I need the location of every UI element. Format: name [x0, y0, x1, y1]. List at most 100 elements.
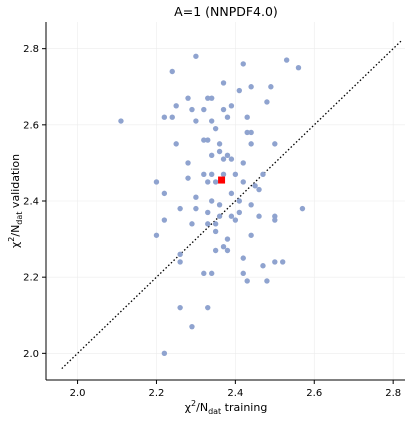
ticks: 2.0 2.2 2.4 2.6 2.8 2.0 2.2 2.4 2.6 2.8: [23, 44, 401, 399]
replica-point: [228, 213, 235, 219]
replica-point: [224, 247, 231, 254]
x-tick-label: 2.2: [149, 388, 165, 399]
replica-point: [224, 236, 231, 242]
replica-point: [189, 323, 195, 330]
replica-point: [228, 103, 235, 109]
replica-point: [216, 141, 223, 147]
replica-point: [280, 259, 286, 265]
replica-point: [208, 152, 215, 158]
replica-point: [224, 114, 231, 120]
y-axis-label-sub: dat: [15, 212, 24, 225]
replica-point: [268, 84, 274, 90]
replica-point: [220, 244, 227, 250]
replica-point: [220, 171, 227, 178]
replica-point: [248, 232, 254, 238]
replica-point: [173, 141, 179, 147]
central-value-marker: [218, 176, 226, 184]
y-tick-label: 2.6: [23, 120, 39, 131]
replica-point: [153, 232, 160, 238]
replica-point: [205, 179, 211, 185]
y-axis-label-sup: 2: [7, 237, 16, 242]
y-tick-label: 2.0: [23, 349, 39, 360]
replica-point: [256, 186, 262, 193]
replica-point: [161, 114, 168, 120]
replica-point: [236, 87, 243, 94]
replica-point: [201, 171, 207, 178]
x-axis-label: χ2/Ndat training: [185, 399, 268, 416]
replica-point: [256, 213, 262, 219]
y-tick-label: 2.8: [23, 44, 39, 55]
replica-point: [208, 270, 215, 277]
replica-point: [205, 304, 211, 311]
replica-point: [272, 213, 278, 219]
replica-point: [208, 198, 215, 204]
y-axis-label-mid: /N: [9, 225, 22, 237]
replica-point: [177, 259, 183, 265]
diagonal-reference-line: [61, 40, 402, 370]
replica-point: [240, 179, 246, 185]
replica-point: [240, 270, 246, 277]
replica-point: [205, 221, 211, 227]
x-axis-label-suffix: training: [221, 401, 267, 414]
replica-point: [248, 141, 254, 147]
replica-point: [189, 106, 195, 113]
x-tick-label: 2.6: [306, 388, 322, 399]
replica-point: [244, 278, 250, 284]
replica-point: [212, 179, 219, 185]
replica-point: [236, 209, 243, 216]
replica-point: [220, 80, 227, 86]
replica-point: [236, 198, 243, 204]
replica-point: [248, 129, 254, 136]
replica-point: [193, 118, 199, 124]
replica-point: [240, 255, 246, 261]
x-tick-label: 2.4: [227, 388, 243, 399]
replica-point: [248, 84, 254, 90]
replica-point: [201, 106, 207, 113]
replica-point: [216, 202, 223, 208]
replica-point: [212, 247, 219, 254]
replica-point: [161, 217, 168, 223]
replica-point: [240, 61, 246, 67]
y-axis-label: χ2/Ndat validation: [7, 154, 24, 248]
replica-point: [169, 68, 175, 75]
y-tick-label: 2.4: [23, 197, 39, 208]
replica-point: [177, 251, 183, 258]
replica-point: [260, 263, 266, 269]
replica-point: [185, 95, 191, 101]
replica-point: [216, 148, 223, 155]
replica-point: [232, 217, 239, 223]
replica-point: [220, 106, 227, 113]
replica-point: [185, 175, 191, 181]
replica-point: [189, 221, 195, 227]
replica-point: [264, 99, 270, 105]
replica-point: [272, 141, 278, 147]
replica-point: [212, 228, 219, 235]
replica-point: [153, 179, 160, 185]
replica-point: [283, 57, 290, 63]
x-axis-label-sub: dat: [208, 407, 221, 416]
replica-point: [232, 171, 239, 178]
replica-point: [216, 213, 223, 219]
replica-point: [272, 259, 278, 265]
replica-point: [220, 156, 227, 162]
replica-point: [173, 103, 179, 109]
replica-point: [177, 205, 183, 212]
replica-point: [299, 205, 306, 212]
replica-point: [169, 114, 175, 120]
x-axis-label-mid: /N: [196, 401, 208, 414]
points-layer: [118, 53, 306, 357]
replica-point: [193, 194, 199, 200]
replica-point: [201, 137, 207, 143]
x-axis-label-sup: 2: [191, 399, 196, 408]
replica-point: [212, 125, 219, 132]
x-tick-label: 2.8: [385, 388, 401, 399]
x-axis-label-prefix: χ: [185, 401, 192, 414]
replica-point: [118, 118, 124, 124]
x-tick-label: 2.0: [70, 388, 86, 399]
replica-point: [248, 202, 254, 208]
replica-point: [260, 171, 266, 178]
replica-point: [295, 65, 302, 71]
replica-point: [161, 190, 168, 197]
